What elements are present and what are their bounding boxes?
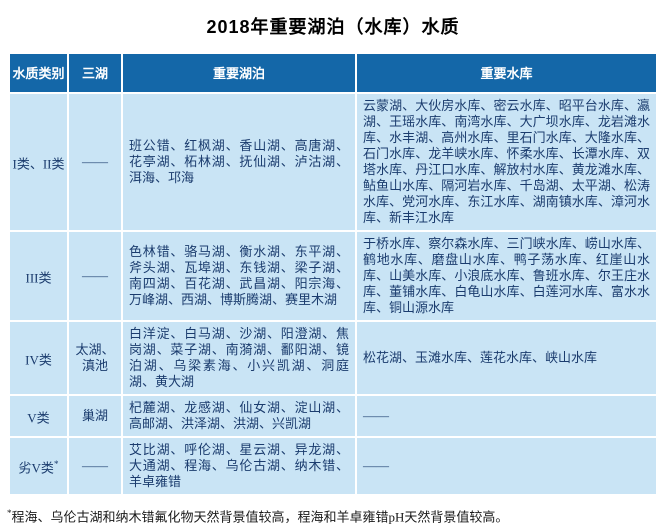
cell-reservoirs: 云蒙湖、大伙房水库、密云水库、昭平台水库、瀛湖、王瑶水库、南湾水库、大广坝水库、… <box>357 94 656 230</box>
cell-lakes: 白洋淀、白马湖、沙湖、阳澄湖、焦岗湖、菜子湖、南漪湖、鄱阳湖、镜泊湖、乌梁素海、… <box>123 322 355 394</box>
cell-lakes: 杞麓湖、龙感湖、仙女湖、淀山湖、高邮湖、洪泽湖、洪湖、兴凯湖 <box>123 396 355 436</box>
cell-three-lakes: —— <box>69 232 121 320</box>
cell-three-lakes: 巢湖 <box>69 396 121 436</box>
cell-category: V类 <box>10 396 67 436</box>
header-lakes: 重要湖泊 <box>123 54 355 92</box>
table-row-class5: V类 巢湖 杞麓湖、龙感湖、仙女湖、淀山湖、高邮湖、洪泽湖、洪湖、兴凯湖 —— <box>10 396 656 436</box>
cell-three-lakes: 太湖、滇池 <box>69 322 121 394</box>
header-row: 水质类别 三湖 重要湖泊 重要水库 <box>10 54 656 92</box>
report-page: 2018年重要湖泊（水库）水质 水质类别 三湖 重要湖泊 重要水库 I类、II类… <box>7 17 658 524</box>
cell-reservoirs: —— <box>357 438 656 494</box>
cell-three-lakes: —— <box>69 94 121 230</box>
cell-reservoirs: 松花湖、玉滩水库、莲花水库、峡山水库 <box>357 322 656 394</box>
water-quality-table: 水质类别 三湖 重要湖泊 重要水库 I类、II类 —— 班公错、红枫湖、香山湖、… <box>8 52 658 496</box>
table-row-inferior-class5: 劣V类* —— 艾比湖、呼伦湖、星云湖、异龙湖、大通湖、程海、乌伦古湖、纳木错、… <box>10 438 656 494</box>
cell-category: 劣V类* <box>10 438 67 494</box>
cell-reservoirs: 于桥水库、察尔森水库、三门峡水库、崂山水库、鹤地水库、磨盘山水库、鸭子荡水库、红… <box>357 232 656 320</box>
page-title: 2018年重要湖泊（水库）水质 <box>206 17 460 37</box>
cell-lakes: 色林错、骆马湖、衡水湖、东平湖、斧头湖、瓦埠湖、东钱湖、梁子湖、南四湖、百花湖、… <box>123 232 355 320</box>
footnote-text: 程海、乌伦古湖和纳木错氟化物天然背景值较高，程海和羊卓雍错pH天然背景值较高。 <box>11 509 509 525</box>
category-label: III类 <box>25 270 52 286</box>
category-footnote-marker: * <box>53 458 59 469</box>
header-three-lakes: 三湖 <box>69 54 121 92</box>
cell-lakes: 艾比湖、呼伦湖、星云湖、异龙湖、大通湖、程海、乌伦古湖、纳木错、羊卓雍错 <box>123 438 355 494</box>
category-label: IV类 <box>25 352 52 368</box>
cell-category: III类 <box>10 232 67 320</box>
category-label: 劣V类 <box>18 460 54 476</box>
cell-category: I类、II类 <box>10 94 67 230</box>
cell-reservoirs: —— <box>357 396 656 436</box>
category-label: I类、II类 <box>12 156 65 172</box>
footnote: *程海、乌伦古湖和纳木错氟化物天然背景值较高，程海和羊卓雍错pH天然背景值较高。 <box>7 505 666 525</box>
cell-category: IV类 <box>10 322 67 394</box>
table-row-class4: IV类 太湖、滇池 白洋淀、白马湖、沙湖、阳澄湖、焦岗湖、菜子湖、南漪湖、鄱阳湖… <box>10 322 656 394</box>
header-category: 水质类别 <box>10 54 67 92</box>
category-label: V类 <box>27 410 50 426</box>
table-row-class1-2: I类、II类 —— 班公错、红枫湖、香山湖、高唐湖、花亭湖、柘林湖、抚仙湖、泸沽… <box>10 94 656 230</box>
header-reservoirs: 重要水库 <box>357 54 656 92</box>
cell-lakes: 班公错、红枫湖、香山湖、高唐湖、花亭湖、柘林湖、抚仙湖、泸沽湖、洱海、邛海 <box>123 94 355 230</box>
cell-three-lakes: —— <box>69 438 121 494</box>
table-row-class3: III类 —— 色林错、骆马湖、衡水湖、东平湖、斧头湖、瓦埠湖、东钱湖、梁子湖、… <box>10 232 656 320</box>
